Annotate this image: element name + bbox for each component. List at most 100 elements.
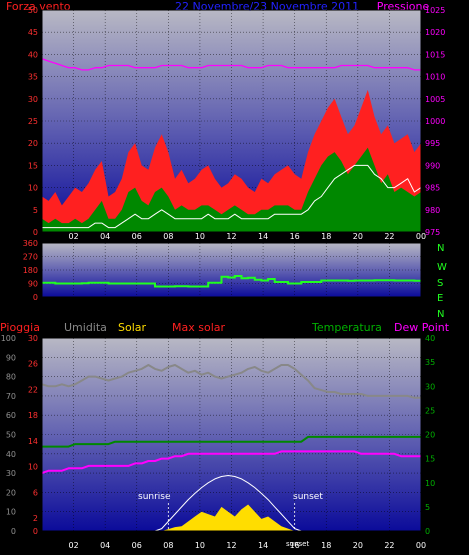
sunset-label: sunset	[293, 492, 323, 502]
date-title: 22 Novembre/23 Novembre 2011	[175, 0, 359, 13]
temperature-y-tick-label: 5	[425, 503, 430, 512]
series-direction	[42, 275, 421, 288]
legend-solar: Solar	[118, 321, 147, 334]
pressure-title: Pressione	[377, 0, 430, 13]
pressure-y-tick-label: 980	[425, 206, 440, 215]
panel-border	[41, 9, 422, 233]
wind-x-tick-label: 02	[68, 232, 78, 241]
direction-letter-w: W	[437, 262, 447, 273]
wind-x-tick-label: 10	[195, 232, 205, 241]
pressure-y-tick-label: 975	[425, 228, 440, 237]
panel-border	[41, 337, 422, 532]
pressure-y-tick-label: 1005	[425, 95, 445, 104]
humidity-x-tick-label: 06	[132, 541, 142, 550]
rain-y-tick-label: 18	[28, 411, 38, 420]
wind-y-tick-label: 10	[28, 184, 38, 193]
series-solar	[42, 504, 421, 531]
wind-y-tick-label: 20	[28, 139, 38, 148]
legend-humidity: Umidita	[64, 321, 107, 334]
series-temperatura	[42, 435, 421, 448]
wind-speed-title: Forza vento	[6, 0, 71, 13]
rain-y-tick-label: 26	[28, 360, 38, 369]
series-layer	[41, 58, 422, 532]
series-umidita	[41, 364, 421, 399]
humidity-x-tick-label: 16	[290, 541, 300, 550]
rain-y-tick-label: 10	[28, 463, 38, 472]
humidity-y-tick-label: 40	[6, 450, 16, 459]
wind-y-tick-label: 5	[33, 206, 38, 215]
temperature-y-tick-label: 10	[425, 479, 435, 488]
wind-y-tick-label: 40	[28, 50, 38, 59]
humidity-x-tick-label: 02	[68, 541, 78, 550]
sunset-tick-label: sunset	[286, 540, 309, 548]
direction-y-tick-label: 180	[23, 266, 38, 275]
humidity-y-tick-label: 100	[1, 334, 16, 343]
direction-letter-e: E	[437, 293, 443, 304]
rain-y-tick-label: 22	[28, 385, 38, 394]
humidity-y-tick-label: 70	[6, 392, 16, 401]
humidity-y-tick-label: 20	[6, 488, 16, 497]
wind-y-tick-label: 45	[28, 28, 38, 37]
pressure-y-tick-label: 1000	[425, 117, 445, 126]
direction-y-tick-label: 0	[33, 293, 38, 302]
humidity-y-tick-label: 80	[6, 373, 16, 382]
pressure-y-tick-label: 1025	[425, 6, 445, 15]
wind-x-tick-label: 06	[132, 232, 142, 241]
humidity-y-tick-label: 90	[6, 353, 16, 362]
humidity-x-tick-label: 10	[195, 541, 205, 550]
wind-x-tick-label: 04	[100, 232, 110, 241]
humidity-y-tick-label: 30	[6, 469, 16, 478]
humidity-y-tick-label: 0	[11, 527, 16, 536]
legend-dew-point: Dew Point	[394, 321, 450, 334]
pressure-y-tick-label: 1010	[425, 73, 445, 82]
wind-x-tick-label: 18	[321, 232, 331, 241]
humidity-x-tick-label: 00	[416, 541, 426, 550]
series-dew-point	[41, 450, 421, 475]
legend-max-solar: Max solar	[172, 321, 225, 334]
pressure-y-tick-label: 985	[425, 184, 440, 193]
wind-y-tick-label: 15	[28, 161, 38, 170]
wind-x-tick-label: 00	[416, 232, 426, 241]
temperature-y-tick-label: 40	[425, 334, 435, 343]
pressure-y-tick-label: 995	[425, 139, 440, 148]
humidity-x-tick-label: 22	[384, 541, 394, 550]
direction-y-tick-label: 90	[28, 280, 38, 289]
legend-rain: Pioggia	[0, 321, 40, 334]
wind-y-tick-label: 0	[33, 228, 38, 237]
legend-temperature: Temperatura	[311, 321, 382, 334]
wind-y-tick-label: 25	[28, 117, 38, 126]
rain-y-tick-label: 2	[33, 514, 38, 523]
humidity-x-tick-label: 12	[226, 541, 236, 550]
humidity-x-tick-label: 14	[258, 541, 268, 550]
direction-letter-n-bottom: N	[437, 309, 444, 320]
temperature-y-tick-label: 30	[425, 382, 435, 391]
rain-y-tick-label: 14	[28, 437, 38, 446]
direction-letter-n-top: N	[437, 243, 444, 254]
humidity-y-tick-label: 60	[6, 411, 16, 420]
rain-y-tick-label: 0	[33, 527, 38, 536]
sunrise-label: sunrise	[138, 492, 171, 502]
rain-y-tick-label: 30	[28, 334, 38, 343]
humidity-x-tick-label: 20	[353, 541, 363, 550]
humidity-y-tick-label: 10	[6, 508, 16, 517]
humidity-x-tick-label: 04	[100, 541, 110, 550]
temperature-y-tick-label: 15	[425, 455, 435, 464]
wind-x-tick-label: 08	[163, 232, 173, 241]
pressure-y-tick-label: 1015	[425, 50, 445, 59]
series-vento-medio	[42, 164, 422, 229]
wind-y-tick-label: 35	[28, 73, 38, 82]
wind-x-tick-label: 20	[353, 232, 363, 241]
humidity-x-tick-label: 18	[321, 541, 331, 550]
direction-letter-s: S	[437, 278, 443, 289]
wind-x-tick-label: 16	[290, 232, 300, 241]
wind-x-tick-label: 22	[384, 232, 394, 241]
direction-y-tick-label: 360	[23, 239, 38, 248]
series-raffica-media	[42, 147, 421, 232]
wind-x-tick-label: 12	[226, 232, 236, 241]
wind-x-tick-label: 14	[258, 232, 268, 241]
direction-y-tick-label: 270	[23, 253, 38, 262]
pressure-y-tick-label: 1020	[425, 28, 445, 37]
